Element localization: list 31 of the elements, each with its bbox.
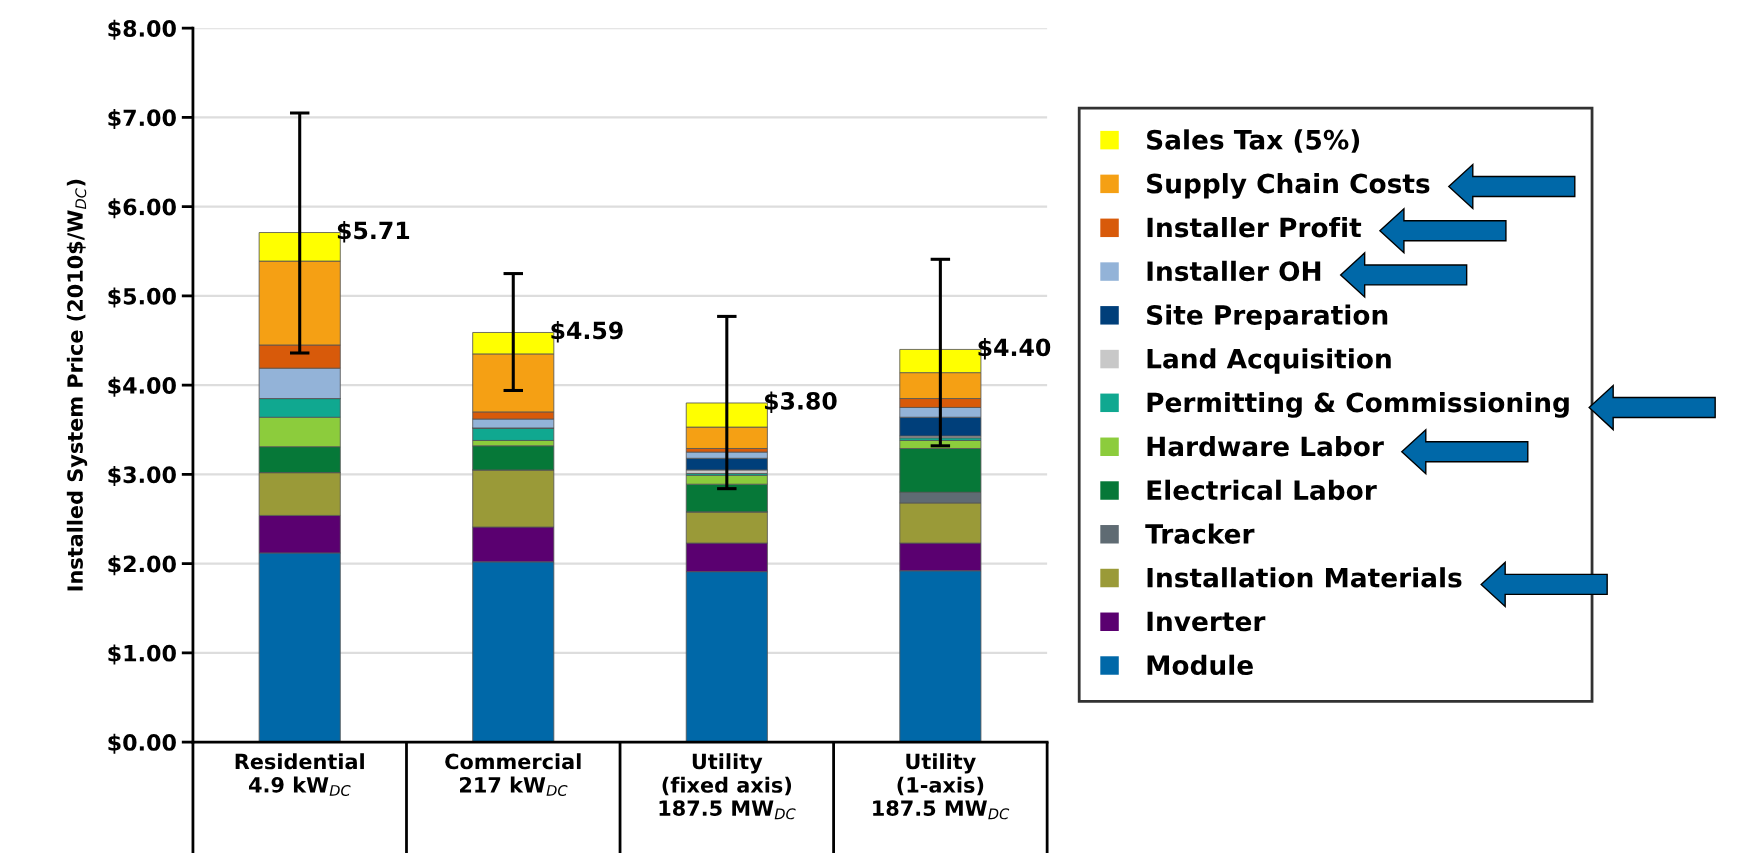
x-tick-label: Utility (1-axis) 187.5 MW$_{DC}$ [873, 753, 1010, 820]
x-tick-label: Commercial 217 kW$_{DC}$ [445, 753, 581, 796]
y-tick-label: $8.00 [108, 19, 176, 40]
y-tick-label: $7.00 [108, 108, 176, 130]
y-tick-label: $3.00 [108, 465, 176, 487]
total-label: $4.40 [978, 338, 1051, 360]
y-tick-label: $0.00 [108, 733, 176, 754]
x-tick-label: Residential 4.9 kW$_{DC}$ [235, 753, 364, 796]
y-tick-label: $5.00 [108, 287, 176, 308]
legend-label: Installation Materials [1147, 567, 1462, 588]
total-label: $3.80 [764, 391, 837, 413]
legend-label: Hardware Labor [1147, 435, 1384, 457]
legend-label: Supply Chain Costs [1147, 173, 1430, 199]
y-tick-label: $6.00 [108, 198, 176, 219]
total-label: $5.71 [337, 221, 410, 243]
y-tick-label: $1.00 [108, 644, 176, 665]
y-tick-label: $2.00 [108, 555, 176, 576]
legend-label: Electrical Labor [1147, 479, 1377, 501]
legend-label: Land Acquisition [1147, 348, 1391, 374]
total-label: $4.59 [551, 321, 623, 343]
legend-label: Installer Profit [1147, 217, 1362, 238]
legend-label: Tracker [1145, 523, 1255, 544]
legend-label: Installer OH [1147, 260, 1321, 282]
x-tick-label: Utility (fixed axis) 187.5 MW$_{DC}$ [659, 753, 796, 820]
legend-label: Sales Tax (5%) [1147, 129, 1360, 153]
legend-label: Module [1147, 654, 1253, 676]
y-axis-title: Installed System Price (2010$/W$_{DC}$) [66, 179, 88, 591]
legend-label: Inverter [1147, 611, 1266, 632]
legend-label: Permitting & Commissioning [1147, 392, 1569, 418]
legend-label: Site Preparation [1147, 304, 1388, 331]
y-tick-label: $4.00 [108, 376, 176, 397]
